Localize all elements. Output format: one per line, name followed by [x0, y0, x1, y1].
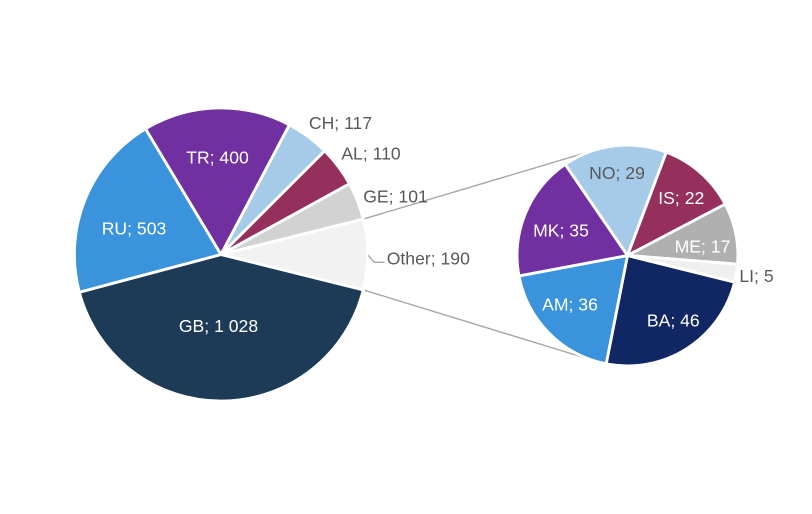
svg-text:TR; 400: TR; 400	[186, 147, 249, 167]
svg-text:ME; 17: ME; 17	[675, 236, 731, 256]
svg-text:CH; 117: CH; 117	[309, 113, 372, 133]
svg-text:AL; 110: AL; 110	[341, 143, 401, 163]
svg-text:NO; 29: NO; 29	[589, 163, 645, 183]
svg-text:Other; 190: Other; 190	[387, 248, 470, 268]
svg-text:GB; 1 028: GB; 1 028	[179, 316, 258, 336]
svg-text:RU; 503: RU; 503	[102, 218, 167, 238]
svg-text:IS; 22: IS; 22	[658, 188, 704, 208]
svg-text:MK; 35: MK; 35	[533, 220, 589, 240]
svg-text:GE; 101: GE; 101	[363, 186, 428, 206]
svg-text:LI; 5: LI; 5	[739, 266, 773, 286]
svg-text:AM; 36: AM; 36	[542, 294, 598, 314]
svg-text:BA; 46: BA; 46	[647, 310, 700, 330]
